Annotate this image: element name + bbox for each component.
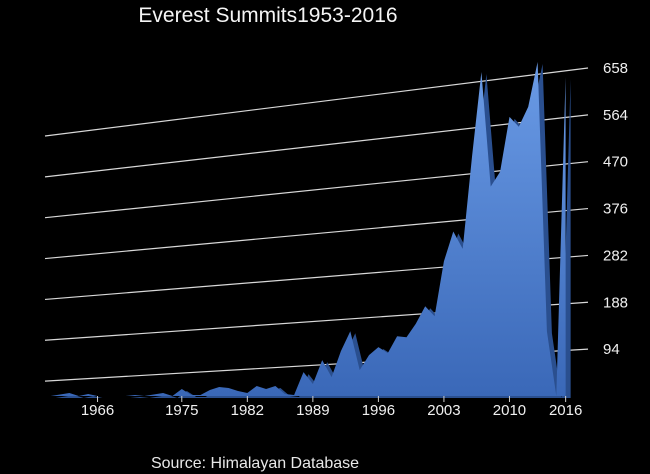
chart-title: Everest Summits1953-2016 [138, 4, 397, 27]
x-tick-label: 1975 [165, 402, 198, 419]
y-tick-label: 470 [603, 154, 628, 171]
x-tick-label: 2016 [549, 402, 582, 419]
x-tick-label: 1989 [296, 402, 329, 419]
y-tick-label: 94 [603, 341, 620, 358]
x-tick-label: 2003 [427, 402, 460, 419]
x-tick-label: 2010 [493, 402, 526, 419]
x-tick-label: 1966 [81, 402, 114, 419]
y-tick-label: 188 [603, 294, 628, 311]
grid-line [44, 114, 589, 178]
x-axis-ticks: 1966 1975 1982 1989 1996 2003 2010 2016 [81, 396, 582, 419]
x-tick-label: 1996 [362, 402, 395, 419]
area-fill [32, 62, 566, 396]
y-tick-label: 658 [603, 60, 628, 77]
area-series [32, 62, 571, 398]
y-tick-label: 564 [603, 107, 628, 124]
y-tick-label: 376 [603, 201, 628, 218]
grid-line [44, 161, 589, 219]
x-tick-label: 1982 [231, 402, 264, 419]
grid-lines [44, 67, 589, 382]
source-note: Source: Himalayan Database [151, 455, 359, 472]
y-tick-label: 282 [603, 247, 628, 264]
grid-line [44, 67, 589, 137]
y-axis-ticks: 94 188 282 376 470 564 658 [603, 60, 628, 358]
